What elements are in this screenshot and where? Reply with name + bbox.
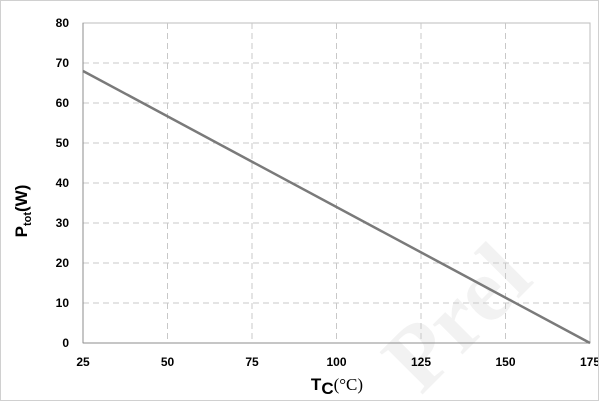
x-tick-label: 75 [245, 355, 259, 369]
x-axis-subscript: C [321, 379, 333, 398]
x-tick-label: 175 [580, 355, 598, 369]
x-axis-unit: (°C) [334, 375, 363, 394]
y-tick-label: 70 [56, 56, 70, 70]
series-lines [82, 69, 591, 345]
x-axis-title: TC(°C) [311, 375, 363, 398]
series-line-0 [82, 69, 591, 345]
y-axis-symbol: P [12, 226, 31, 237]
y-tick-label: 0 [62, 336, 69, 350]
x-tick-labels: 25 50 75 100 125 150 175 [76, 355, 598, 369]
x-tick-label: 150 [495, 355, 515, 369]
y-tick-label: 40 [56, 176, 70, 190]
y-axis-unit: (W) [12, 185, 31, 212]
x-axis-symbol: T [311, 375, 322, 394]
y-axis-title: Ptot(W) [12, 185, 34, 238]
x-tick-label: 25 [76, 355, 90, 369]
x-tick-label: 100 [326, 355, 346, 369]
watermark: Prel [363, 224, 550, 400]
x-tick-label: 50 [161, 355, 175, 369]
y-tick-label: 30 [56, 216, 70, 230]
x-tick-label: 125 [411, 355, 431, 369]
watermark-text: Prel [363, 224, 550, 400]
gridlines [82, 23, 590, 344]
y-tick-label: 80 [56, 16, 70, 30]
y-tick-label: 60 [56, 96, 70, 110]
y-tick-label: 20 [56, 256, 70, 270]
y-axis-subscript: tot [22, 212, 34, 226]
y-tick-label: 50 [56, 136, 70, 150]
y-tick-labels: 0 10 20 30 40 50 60 70 80 [56, 16, 70, 350]
y-tick-label: 10 [56, 296, 70, 310]
